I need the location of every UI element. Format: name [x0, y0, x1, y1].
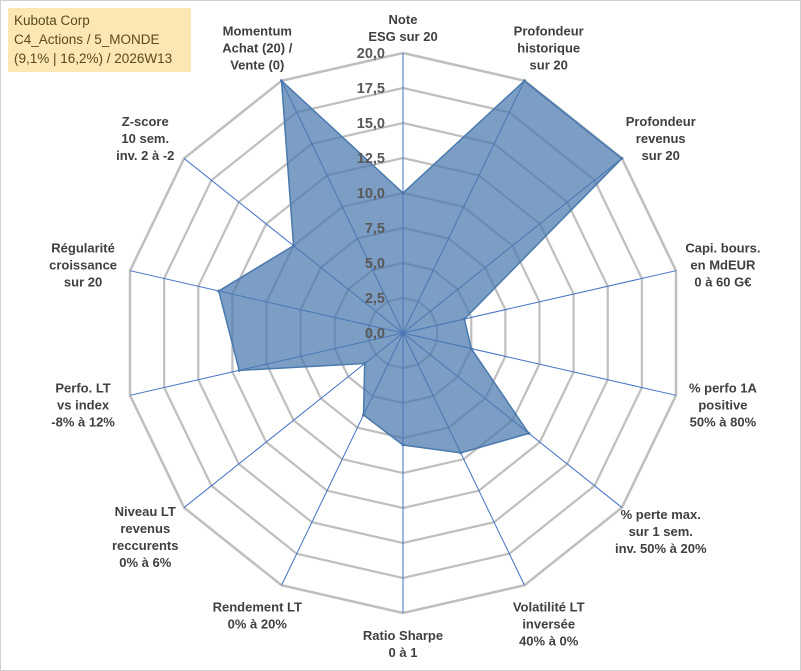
tick-label: 2,5 — [365, 291, 385, 307]
axis-label-line: Rendement LT — [213, 599, 302, 614]
data-point — [401, 191, 405, 195]
axis-label-line: Régularité — [51, 240, 115, 255]
axis-label-line: sur 20 — [530, 58, 568, 73]
data-point — [292, 244, 296, 248]
axis-label-line: Z-score — [122, 114, 169, 129]
tick-label: 15,0 — [357, 116, 385, 132]
axis-label-line: 40% à 0% — [519, 633, 579, 648]
tick-label: 7,5 — [365, 221, 385, 237]
axis-label: Profondeur historique sur 20 — [514, 24, 584, 73]
data-point — [401, 443, 405, 447]
data-point — [362, 413, 366, 417]
data-point — [363, 362, 367, 366]
axis-label-line: croissance — [49, 257, 117, 272]
axis-label: Volatilité LT inversée 40% à 0% — [513, 599, 585, 648]
axis-label-line: sur 1 sem. — [629, 524, 693, 539]
radar-axis-labels: Note ESG sur 20 Profondeur historique sur 20… — [49, 12, 760, 660]
axis-label: Perfo. LT vs index -8% à 12% — [51, 381, 115, 430]
data-point — [217, 289, 221, 293]
axis-label-line: 0 à 1 — [389, 645, 418, 660]
axis-label: Ratio Sharpe 0 à 1 — [363, 628, 443, 660]
tick-label: 17,5 — [357, 81, 385, 97]
data-point — [462, 317, 466, 321]
axis-label: Régularité croissance sur 20 — [49, 240, 117, 289]
axis-label-line: 0 à 60 G€ — [694, 274, 751, 289]
axis-label: Profondeur revenus sur 20 — [626, 114, 696, 163]
axis-label-line: Perfo. LT — [55, 381, 110, 396]
axis-label-line: Profondeur — [514, 24, 584, 39]
axis-label-line: Volatilité LT — [513, 599, 585, 614]
axis-label-line: 0% à 6% — [119, 555, 171, 570]
axis-label-line: Momentum — [223, 24, 292, 39]
axis-label: % perfo 1A positive 50% à 80% — [689, 381, 758, 430]
axis-label-line: inv. 50% à 20% — [615, 541, 707, 556]
axis-label-line: historique — [517, 41, 580, 56]
axis-label-line: % perte max. — [621, 507, 701, 522]
axis-label: Momentum Achat (20) / Vente (0) — [222, 24, 292, 73]
tick-label: 0,0 — [365, 326, 385, 342]
axis-label: Note ESG sur 20 — [368, 12, 437, 44]
axis-label: Capi. bours. en MdEUR 0 à 60 G€ — [685, 240, 760, 289]
chart-title-box: Kubota Corp C4_Actions / 5_MONDE (9,1% |… — [8, 8, 191, 72]
axis-label: Z-score 10 sem. inv. 2 à -2 — [116, 114, 174, 163]
axis-label-line: 10 sem. — [121, 131, 169, 146]
radar-tick-labels: 0,0 2,5 5,0 7,5 10,0 12,5 15,0 17,5 20,0 — [357, 46, 385, 342]
data-point — [522, 79, 526, 83]
axis-label: Rendement LT 0% à 20% — [213, 599, 302, 631]
title-category: C4_Actions / 5_MONDE — [14, 32, 160, 47]
axis-label-line: reccurents — [112, 538, 178, 553]
axis-label-line: 0% à 20% — [228, 616, 288, 631]
data-point — [459, 451, 463, 455]
axis-label-line: Vente (0) — [230, 58, 284, 73]
data-point — [620, 156, 624, 160]
data-point — [527, 431, 531, 435]
axis-label-line: inversée — [522, 616, 575, 631]
axis-label: % perte max. sur 1 sem. inv. 50% à 20% — [615, 507, 707, 556]
axis-label-line: sur 20 — [642, 148, 680, 163]
axis-label-line: en MdEUR — [690, 257, 756, 272]
data-point — [237, 368, 241, 372]
axis-label-line: revenus — [636, 131, 686, 146]
axis-label: Niveau LT revenus reccurents 0% à 6% — [112, 504, 178, 570]
title-stats: (9,1% | 16,2%) / 2026W13 — [14, 51, 173, 66]
axis-label-line: -8% à 12% — [51, 415, 115, 430]
axis-label-line: Capi. bours. — [685, 240, 760, 255]
axis-label-line: sur 20 — [64, 274, 102, 289]
axis-label-line: vs index — [57, 398, 110, 413]
tick-label: 12,5 — [357, 151, 385, 167]
axis-label-line: Niveau LT — [115, 504, 176, 519]
axis-label-line: Ratio Sharpe — [363, 628, 443, 643]
axis-label-line: 50% à 80% — [690, 415, 757, 430]
axis-label-line: ESG sur 20 — [368, 29, 437, 44]
tick-label: 20,0 — [357, 46, 385, 62]
data-point — [469, 347, 473, 351]
tick-label: 5,0 — [365, 256, 385, 272]
data-point — [280, 79, 284, 83]
axis-label-line: Note — [389, 12, 418, 27]
title-company: Kubota Corp — [14, 13, 90, 28]
axis-label-line: inv. 2 à -2 — [116, 148, 174, 163]
radar-series — [217, 78, 624, 455]
tick-label: 10,0 — [357, 186, 385, 202]
axis-label-line: positive — [698, 398, 747, 413]
axis-label-line: revenus — [120, 521, 170, 536]
axis-label-line: Achat (20) / — [222, 41, 292, 56]
axis-label-line: Profondeur — [626, 114, 696, 129]
axis-label-line: % perfo 1A — [689, 381, 758, 396]
